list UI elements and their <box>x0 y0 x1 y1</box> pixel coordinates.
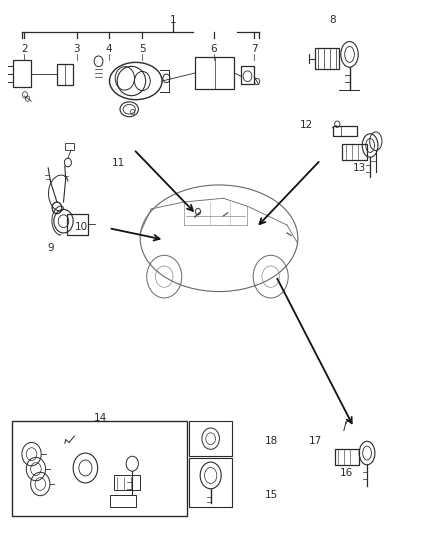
Bar <box>241 66 254 84</box>
Bar <box>57 64 73 85</box>
Text: 11: 11 <box>112 158 125 167</box>
Bar <box>333 126 357 136</box>
Text: 10: 10 <box>74 222 88 231</box>
Text: 7: 7 <box>251 44 258 54</box>
Text: 5: 5 <box>139 44 146 54</box>
Bar <box>189 421 232 456</box>
Bar <box>195 57 234 89</box>
Text: 4: 4 <box>105 44 112 54</box>
Text: 14: 14 <box>94 414 107 423</box>
Text: 6: 6 <box>210 44 217 54</box>
Bar <box>189 458 232 507</box>
Text: 8: 8 <box>329 15 336 25</box>
Bar <box>65 143 74 150</box>
Bar <box>114 475 140 490</box>
Bar <box>342 144 367 160</box>
Bar <box>13 60 31 87</box>
Bar <box>67 214 88 235</box>
Text: 16: 16 <box>339 469 353 478</box>
Text: 18: 18 <box>265 437 278 446</box>
Text: 9: 9 <box>47 243 54 253</box>
Bar <box>335 449 359 465</box>
Text: 13: 13 <box>353 163 366 173</box>
Text: 17: 17 <box>309 437 322 446</box>
Bar <box>12 421 187 516</box>
Bar <box>110 495 136 507</box>
Text: 12: 12 <box>300 120 313 130</box>
Text: 2: 2 <box>21 44 28 54</box>
Text: 15: 15 <box>265 490 278 499</box>
Text: 1: 1 <box>170 15 177 25</box>
Text: 3: 3 <box>73 44 80 54</box>
Bar <box>315 48 339 69</box>
